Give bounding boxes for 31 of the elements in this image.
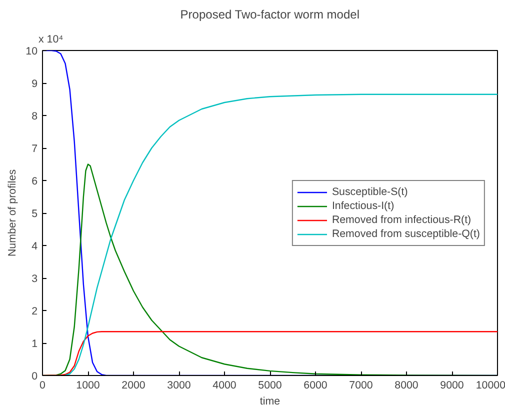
- text: x 10⁴: [38, 34, 64, 46]
- x-tick-label: 5000: [258, 380, 282, 392]
- line-series: [64, 94, 498, 376]
- x-tick-label: 1000: [76, 380, 100, 392]
- legend-label: Removed from susceptible-Q(t): [332, 226, 480, 240]
- y-tick-label: 3: [32, 273, 38, 285]
- y-axis-title: Number of profiles: [6, 169, 19, 257]
- y-tick-label: 9: [32, 78, 38, 90]
- x-tick-label: 8000: [394, 380, 418, 392]
- y-tick-label: 10: [26, 46, 38, 58]
- y-tick-label: 2: [32, 306, 38, 318]
- x-tick-label: 0: [40, 380, 46, 392]
- y-tick-label: 7: [32, 143, 38, 155]
- legend-label: Infectious-I(t): [332, 198, 394, 212]
- chart-title: Proposed Two-factor worm model: [180, 8, 360, 22]
- y-tick-label: 1: [32, 338, 38, 350]
- x-tick-label: 4000: [212, 380, 236, 392]
- legend-label: Susceptible-S(t): [332, 184, 408, 198]
- y-tick-label: 5: [32, 208, 38, 220]
- legend-label: Removed from infectious-R(t): [332, 212, 472, 226]
- x-tick-label: 3000: [167, 380, 191, 392]
- y-tick-label: 0: [32, 370, 38, 382]
- x-axis-title: time: [260, 396, 280, 408]
- y-tick-label: 6: [32, 176, 38, 188]
- x-tick-label: 6000: [304, 380, 328, 392]
- x-tick-label: 2000: [122, 380, 146, 392]
- y-tick-label: 8: [32, 110, 38, 122]
- x-tick-label: 10000: [476, 380, 505, 392]
- x-tick-label: 9000: [440, 380, 464, 392]
- x-tick-label: 7000: [349, 380, 373, 392]
- y-tick-label: 4: [32, 240, 38, 252]
